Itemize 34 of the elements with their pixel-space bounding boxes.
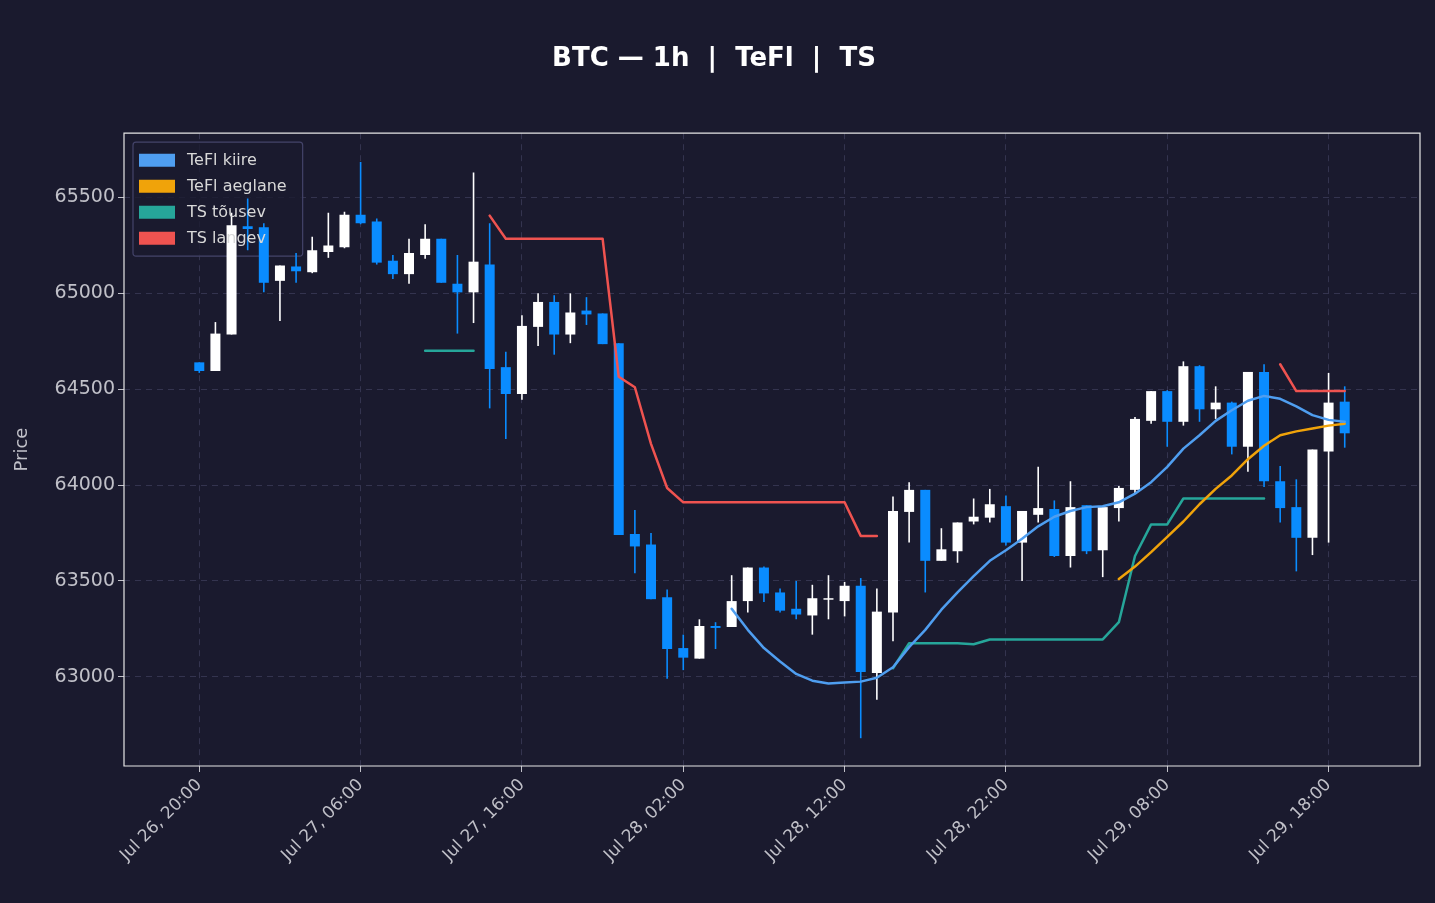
candlestick [629,509,640,575]
candlestick [291,252,302,284]
candlestick [307,235,318,274]
legend-label: TeFl kiire [186,150,257,170]
candlestick [775,587,786,614]
candlestick [807,583,818,636]
candlestick [1210,385,1221,420]
y-tick-label: 63000 [54,663,115,686]
candlestick [404,237,415,285]
candlestick [904,481,915,544]
candlestick [984,488,995,524]
y-tick-label: 65500 [54,184,115,207]
candlestick [355,161,366,226]
candlestick [565,292,576,344]
legend-label: TeFl aeglane [186,176,287,196]
y-tick-label: 63500 [54,567,115,590]
candlestick [710,621,721,650]
candlestick [323,211,334,259]
candlestick [1033,466,1044,524]
chart-title: BTC — 1h | TeFl | TS [552,42,876,74]
candlestick [823,574,834,621]
y-tick-label: 65000 [54,280,115,303]
candlestick [968,497,979,526]
y-tick-label: 64000 [54,472,115,495]
y-axis-title: Price [10,427,32,472]
candlestick [274,264,285,322]
candlestick [839,581,850,618]
candlestick [387,254,398,280]
candlestick [420,223,431,260]
candlestick [678,633,689,671]
y-tick-label: 64500 [54,376,115,399]
candlestick [791,580,802,621]
candlestick [936,527,947,562]
candlestick [452,254,463,335]
